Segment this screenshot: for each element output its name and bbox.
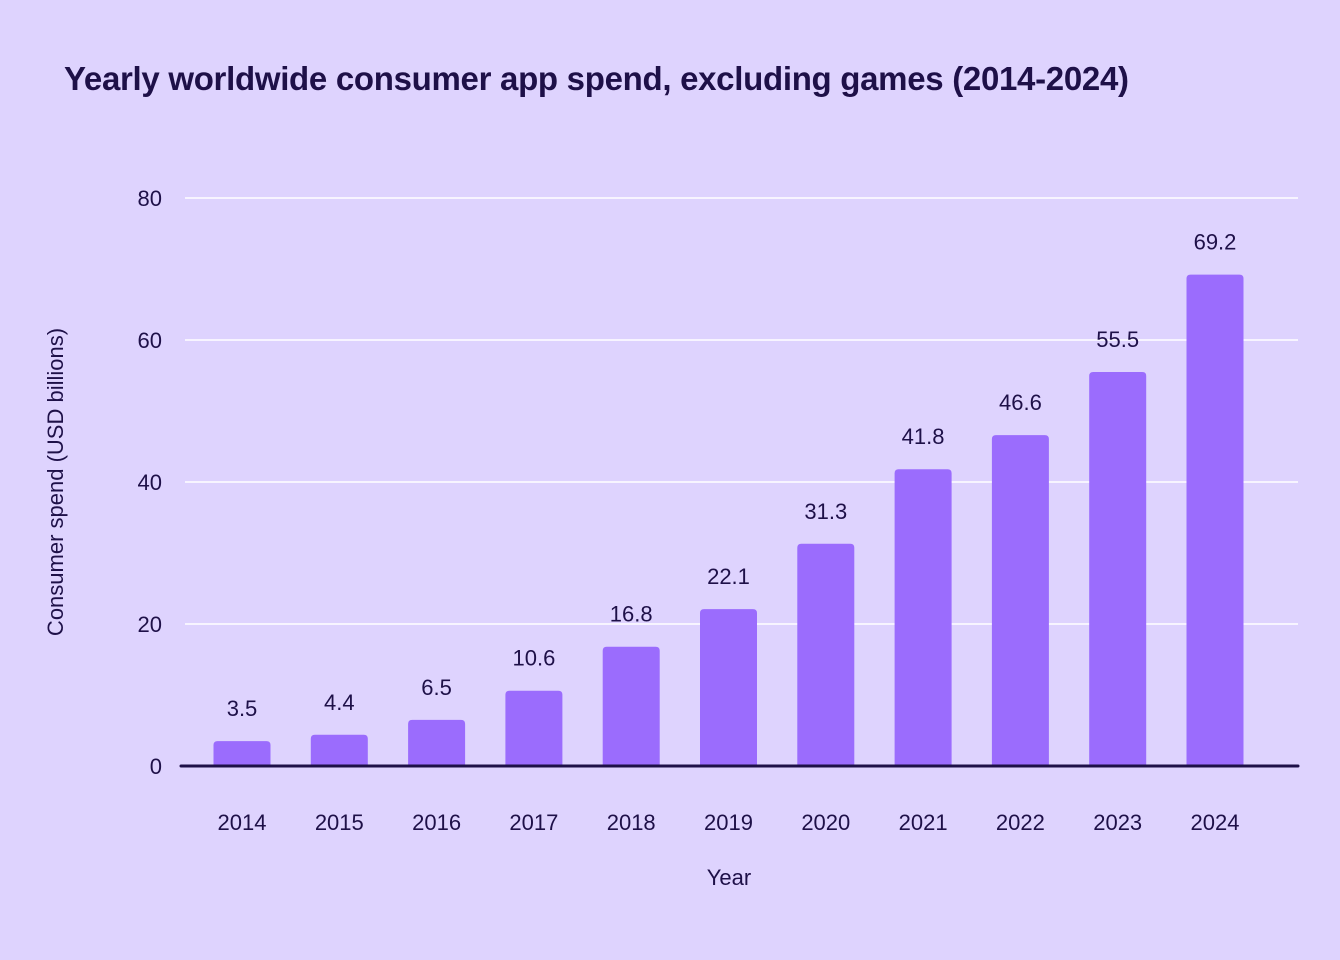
bar	[700, 609, 757, 766]
bar	[408, 719, 466, 766]
data-label: 41.8	[902, 424, 945, 449]
chart-title: Yearly worldwide consumer app spend, exc…	[64, 60, 1129, 97]
bar	[213, 741, 271, 766]
bar	[797, 543, 855, 766]
x-tick-label: 2022	[996, 810, 1045, 835]
data-label: 55.5	[1096, 327, 1139, 352]
x-tick-label: 2018	[607, 810, 656, 835]
data-label: 22.1	[707, 564, 750, 589]
x-tick-label: 2019	[704, 810, 753, 835]
data-label: 31.3	[804, 499, 847, 524]
data-label: 69.2	[1194, 230, 1237, 255]
x-tick-label: 2020	[801, 810, 850, 835]
x-tick-label: 2017	[509, 810, 558, 835]
data-label: 3.5	[227, 696, 258, 721]
y-tick-label: 60	[138, 328, 162, 353]
x-tick-label: 2021	[899, 810, 948, 835]
bar	[991, 435, 1049, 766]
y-axis-title: Consumer spend (USD billions)	[43, 328, 68, 636]
x-tick-label: 2016	[412, 810, 461, 835]
x-tick-label: 2023	[1093, 810, 1142, 835]
data-label: 4.4	[324, 690, 355, 715]
y-tick-label: 40	[138, 470, 162, 495]
x-axis-title: Year	[707, 865, 751, 890]
x-tick-label: 2024	[1191, 810, 1240, 835]
bar	[1089, 371, 1147, 766]
data-label: 16.8	[610, 602, 653, 627]
data-label: 10.6	[512, 646, 555, 671]
bar	[894, 469, 952, 766]
x-tick-label: 2015	[315, 810, 364, 835]
bar	[505, 690, 563, 766]
data-label: 46.6	[999, 390, 1042, 415]
bar	[1186, 274, 1244, 766]
y-tick-label: 80	[138, 186, 162, 211]
y-tick-label: 0	[150, 754, 162, 779]
x-tick-label: 2014	[218, 810, 267, 835]
data-label: 6.5	[421, 675, 452, 700]
bar	[310, 734, 368, 766]
bar	[602, 646, 660, 766]
y-tick-label: 20	[138, 612, 162, 637]
